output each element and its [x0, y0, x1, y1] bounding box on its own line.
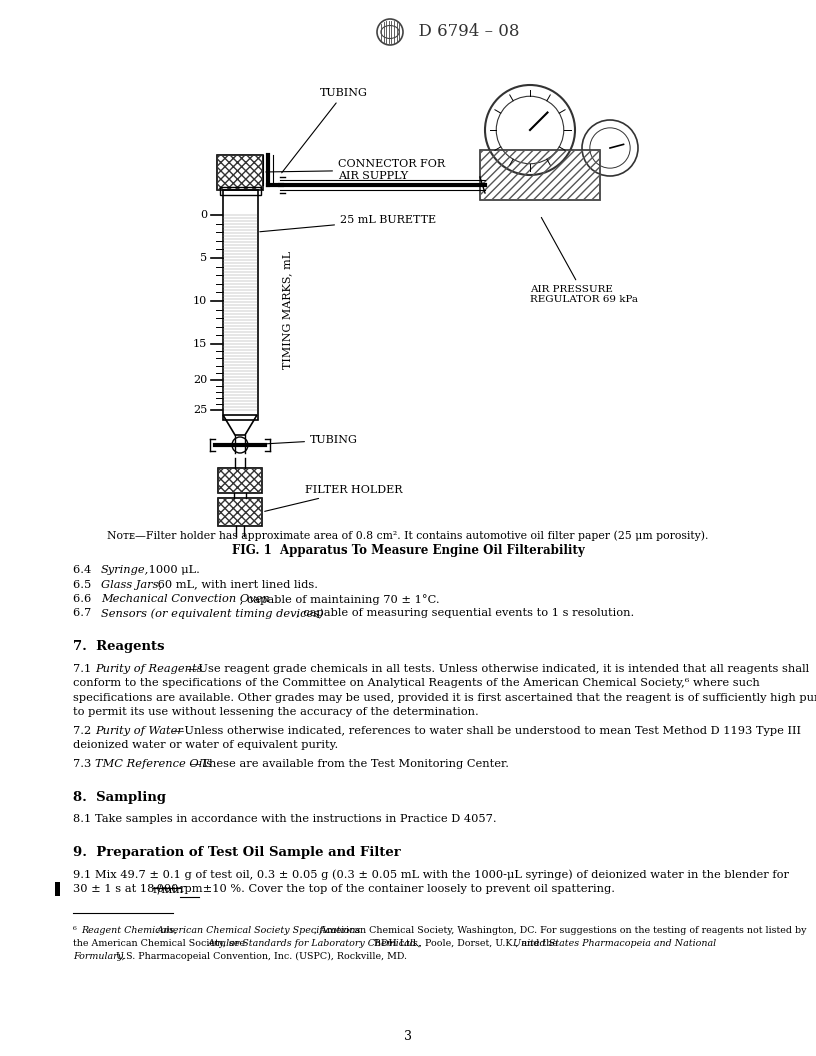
Text: Mix 49.7 ± 0.1 g of test oil, 0.3 ± 0.05 g (0.3 ± 0.05 mL with the 1000-μL syrin: Mix 49.7 ± 0.1 g of test oil, 0.3 ± 0.05…	[95, 869, 789, 880]
Text: specifications are available. Other grades may be used, provided it is first asc: specifications are available. Other grad…	[73, 693, 816, 702]
Text: American Chemical Society Specifications: American Chemical Society Specifications	[154, 926, 361, 935]
Text: TUBING: TUBING	[282, 88, 368, 173]
Text: 25: 25	[193, 406, 207, 415]
Bar	[220, 187, 261, 195]
Text: Purity of Reagents: Purity of Reagents	[95, 663, 202, 674]
Text: TIMING MARKS, mL: TIMING MARKS, mL	[282, 251, 292, 369]
Text: 30 ± 1 s at 18 000: 30 ± 1 s at 18 000	[73, 884, 182, 894]
Text: —These are available from the Test Monitoring Center.: —These are available from the Test Monit…	[190, 759, 509, 770]
Text: D 6794 – 08: D 6794 – 08	[408, 23, 520, 40]
Text: 10: 10	[193, 296, 207, 306]
Text: 8.  Sampling: 8. Sampling	[73, 791, 166, 805]
Text: Formulary,: Formulary,	[73, 951, 125, 961]
Text: ⁶: ⁶	[73, 926, 80, 935]
Text: 15: 15	[193, 339, 207, 348]
Text: Glass Jars,: Glass Jars,	[101, 580, 162, 589]
Text: deionized water or water of equivalent purity.: deionized water or water of equivalent p…	[73, 740, 339, 751]
Bar	[480, 150, 600, 200]
Text: 60 mL, with inert lined lids.: 60 mL, with inert lined lids.	[154, 580, 318, 589]
Text: TUBING: TUBING	[248, 435, 358, 445]
Text: 8.1: 8.1	[73, 814, 99, 825]
Text: U.S. Pharmacopeial Convention, Inc. (USPC), Rockville, MD.: U.S. Pharmacopeial Convention, Inc. (USP…	[113, 951, 407, 961]
Text: Sensors (or equivalent timing devices): Sensors (or equivalent timing devices)	[101, 608, 324, 619]
Text: Mechanical Convection Oven: Mechanical Convection Oven	[101, 593, 270, 604]
Text: FIG. 1  Apparatus To Measure Engine Oil Filterability: FIG. 1 Apparatus To Measure Engine Oil F…	[232, 544, 584, 557]
Text: Syringe,: Syringe,	[101, 565, 149, 576]
Text: FILTER HOLDER: FILTER HOLDER	[264, 485, 402, 511]
Text: rpm: rpm	[180, 884, 204, 894]
Bar	[223, 190, 258, 420]
Text: 9.  Preparation of Test Oil Sample and Filter: 9. Preparation of Test Oil Sample and Fi…	[73, 846, 401, 860]
Text: 6.6: 6.6	[73, 593, 99, 604]
Text: Anular Standards for Laboratory Chemicals,: Anular Standards for Laboratory Chemical…	[208, 939, 422, 948]
Text: 25 mL BURETTE: 25 mL BURETTE	[259, 215, 436, 231]
Text: United States Pharmacopeia and National: United States Pharmacopeia and National	[513, 939, 716, 948]
Text: 7.  Reagents: 7. Reagents	[73, 640, 165, 654]
Text: 1000 μL.: 1000 μL.	[145, 565, 200, 576]
Bar	[480, 150, 600, 200]
Text: , American Chemical Society, Washington, DC. For suggestions on the testing of r: , American Chemical Society, Washington,…	[311, 926, 806, 935]
Text: Nᴏᴛᴇ—Filter holder has approximate area of 0.8 cm². It contains automotive oil f: Nᴏᴛᴇ—Filter holder has approximate area …	[108, 530, 708, 541]
Text: 20: 20	[193, 375, 207, 385]
Bar	[217, 155, 263, 190]
Text: Purity of Water: Purity of Water	[95, 725, 183, 736]
Text: Take samples in accordance with the instructions in Practice D 4057.: Take samples in accordance with the inst…	[95, 814, 497, 825]
Text: 7.1: 7.1	[73, 663, 99, 674]
Bar	[218, 468, 262, 493]
Text: 6.5: 6.5	[73, 580, 99, 589]
Bar	[217, 155, 263, 190]
Text: 0: 0	[200, 210, 207, 220]
Text: 6.7: 6.7	[73, 608, 99, 619]
Text: the American Chemical Society, see: the American Chemical Society, see	[73, 939, 248, 948]
Text: to permit its use without lessening the accuracy of the determination.: to permit its use without lessening the …	[73, 708, 479, 717]
Text: —Unless otherwise indicated, references to water shall be understood to mean Tes: —Unless otherwise indicated, references …	[173, 725, 801, 736]
Text: ±10 %. Cover the top of the container loosely to prevent oil spattering.: ±10 %. Cover the top of the container lo…	[199, 884, 615, 894]
Text: , capable of measuring sequential events to 1 s resolution.: , capable of measuring sequential events…	[296, 608, 634, 619]
Text: BDH Ltd., Poole, Dorset, U.K., and the: BDH Ltd., Poole, Dorset, U.K., and the	[371, 939, 561, 948]
Bar	[218, 498, 262, 526]
Bar	[55, 882, 60, 897]
Text: 7.3: 7.3	[73, 759, 99, 770]
Text: 3: 3	[404, 1030, 412, 1043]
Text: , capable of maintaining 70 ± 1°C.: , capable of maintaining 70 ± 1°C.	[236, 593, 440, 605]
Text: 5: 5	[200, 253, 207, 263]
Bar	[218, 468, 262, 493]
Text: conform to the specifications of the Committee on Analytical Reagents of the Ame: conform to the specifications of the Com…	[73, 678, 760, 689]
Text: 9.1: 9.1	[73, 869, 99, 880]
Text: TMC Reference Oils: TMC Reference Oils	[95, 759, 212, 770]
Text: Reagent Chemicals,: Reagent Chemicals,	[81, 926, 177, 935]
Text: —Use reagent grade chemicals in all tests. Unless otherwise indicated, it is int: —Use reagent grade chemicals in all test…	[187, 663, 809, 674]
Text: r/min: r/min	[153, 884, 184, 894]
Bar	[218, 498, 262, 526]
Text: 6.4: 6.4	[73, 565, 99, 576]
Text: 7.2: 7.2	[73, 725, 99, 736]
Text: CONNECTOR FOR
AIR SUPPLY: CONNECTOR FOR AIR SUPPLY	[266, 159, 445, 181]
Text: AIR PRESSURE
REGULATOR 69 kPa: AIR PRESSURE REGULATOR 69 kPa	[530, 218, 638, 304]
